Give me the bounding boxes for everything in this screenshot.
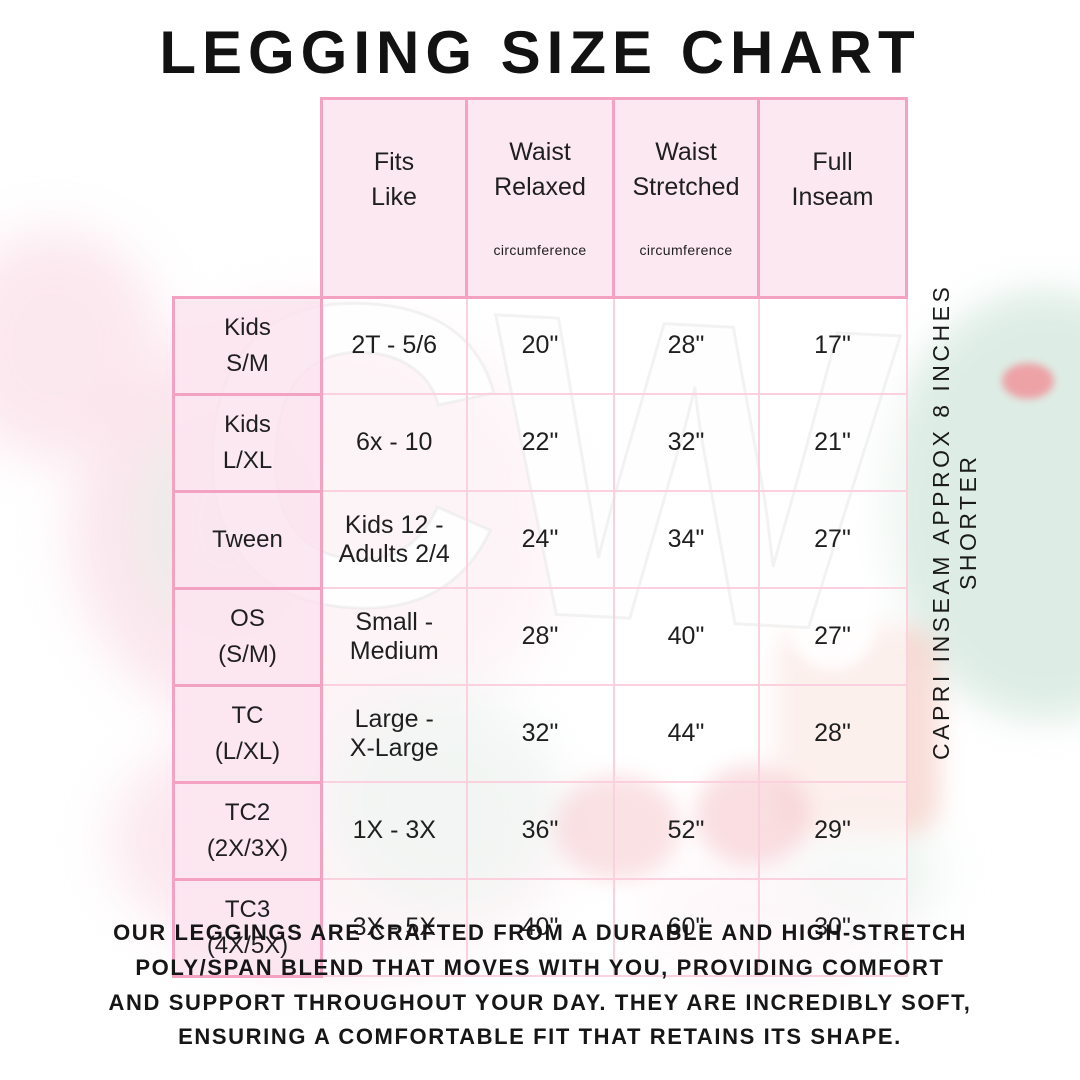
cell-full-inseam: 29"	[757, 781, 908, 881]
cell-waist-stretched: 52"	[612, 781, 760, 881]
capri-inseam-note: CAPRI INSEAM APPROX 8 INCHES SHORTER	[928, 283, 981, 761]
cell-waist-relaxed: 20"	[465, 296, 615, 396]
table-row: Kids L/XL 6x - 10 22" 32" 21"	[172, 392, 908, 493]
column-header-label: Waist Stretched	[632, 138, 740, 201]
column-header-label: Full Inseam	[791, 147, 874, 211]
row-header-tc2: TC2 (2X/3X)	[172, 780, 323, 881]
cell-waist-relaxed: 32"	[465, 684, 615, 784]
cell-waist-stretched: 40"	[612, 587, 760, 687]
cell-waist-stretched: 28"	[612, 296, 760, 396]
cell-full-inseam: 30"	[757, 878, 908, 978]
column-header-label: Waist Relaxed	[494, 138, 586, 201]
table-row: TC3 (4X/5X) 3X - 5X 40" 60" 30"	[172, 877, 908, 978]
table-row: TC2 (2X/3X) 1X - 3X 36" 52" 29"	[172, 780, 908, 881]
row-header-kids-sm: Kids S/M	[172, 295, 323, 396]
cell-waist-relaxed: 36"	[465, 781, 615, 881]
cell-waist-stretched: 34"	[612, 490, 760, 590]
column-header-label: Fits Like	[371, 147, 417, 211]
cell-full-inseam: 28"	[757, 684, 908, 784]
table-corner-spacer	[174, 99, 322, 298]
cell-fits-like: 2T - 5/6	[320, 296, 468, 396]
cell-waist-stretched: 60"	[612, 878, 760, 978]
column-header-waist-stretched: Waist Stretched circumference	[612, 97, 760, 299]
table-row: Tween Kids 12 - Adults 2/4 24" 34" 27"	[172, 489, 908, 590]
column-header-fits-like: Fits Like	[320, 97, 468, 299]
column-header-waist-relaxed: Waist Relaxed circumference	[465, 97, 615, 299]
cell-fits-like: 3X - 5X	[320, 878, 468, 978]
cell-full-inseam: 27"	[757, 490, 908, 590]
column-header-subtext: circumference	[493, 242, 587, 258]
cell-waist-stretched: 32"	[612, 393, 760, 493]
watermark-cactus-flower	[1002, 363, 1054, 399]
table-row: OS (S/M) Small - Medium 28" 40" 27"	[172, 586, 908, 687]
cell-fits-like: Small - Medium	[320, 587, 468, 687]
cell-fits-like: 6x - 10	[320, 393, 468, 493]
product-description: OUR LEGGINGS ARE CRAFTED FROM A DURABLE …	[108, 920, 972, 1050]
cell-full-inseam: 27"	[757, 587, 908, 687]
column-header-full-inseam: Full Inseam	[757, 97, 908, 299]
cell-waist-relaxed: 40"	[465, 878, 615, 978]
table-row: Kids S/M 2T - 5/6 20" 28" 17"	[172, 295, 908, 396]
cell-waist-relaxed: 28"	[465, 587, 615, 687]
row-header-tc3: TC3 (4X/5X)	[172, 877, 323, 978]
cell-full-inseam: 21"	[757, 393, 908, 493]
page-title: LEGGING SIZE CHART	[159, 19, 921, 86]
column-header-subtext: circumference	[639, 242, 733, 258]
cell-waist-stretched: 44"	[612, 684, 760, 784]
cell-fits-like: Large - X-Large	[320, 684, 468, 784]
cell-full-inseam: 17"	[757, 296, 908, 396]
table-row: TC (L/XL) Large - X-Large 32" 44" 28"	[172, 683, 908, 784]
cell-fits-like: 1X - 3X	[320, 781, 468, 881]
row-header-os: OS (S/M)	[172, 586, 323, 687]
row-header-tc: TC (L/XL)	[172, 683, 323, 784]
size-chart-table: Fits Like Waist Relaxed circumference Wa…	[172, 97, 908, 978]
cell-waist-relaxed: 24"	[465, 490, 615, 590]
row-header-kids-lxl: Kids L/XL	[172, 392, 323, 493]
cell-fits-like: Kids 12 - Adults 2/4	[320, 490, 468, 590]
row-header-tween: Tween	[172, 489, 323, 590]
header-row: Fits Like Waist Relaxed circumference Wa…	[174, 97, 908, 299]
cell-waist-relaxed: 22"	[465, 393, 615, 493]
